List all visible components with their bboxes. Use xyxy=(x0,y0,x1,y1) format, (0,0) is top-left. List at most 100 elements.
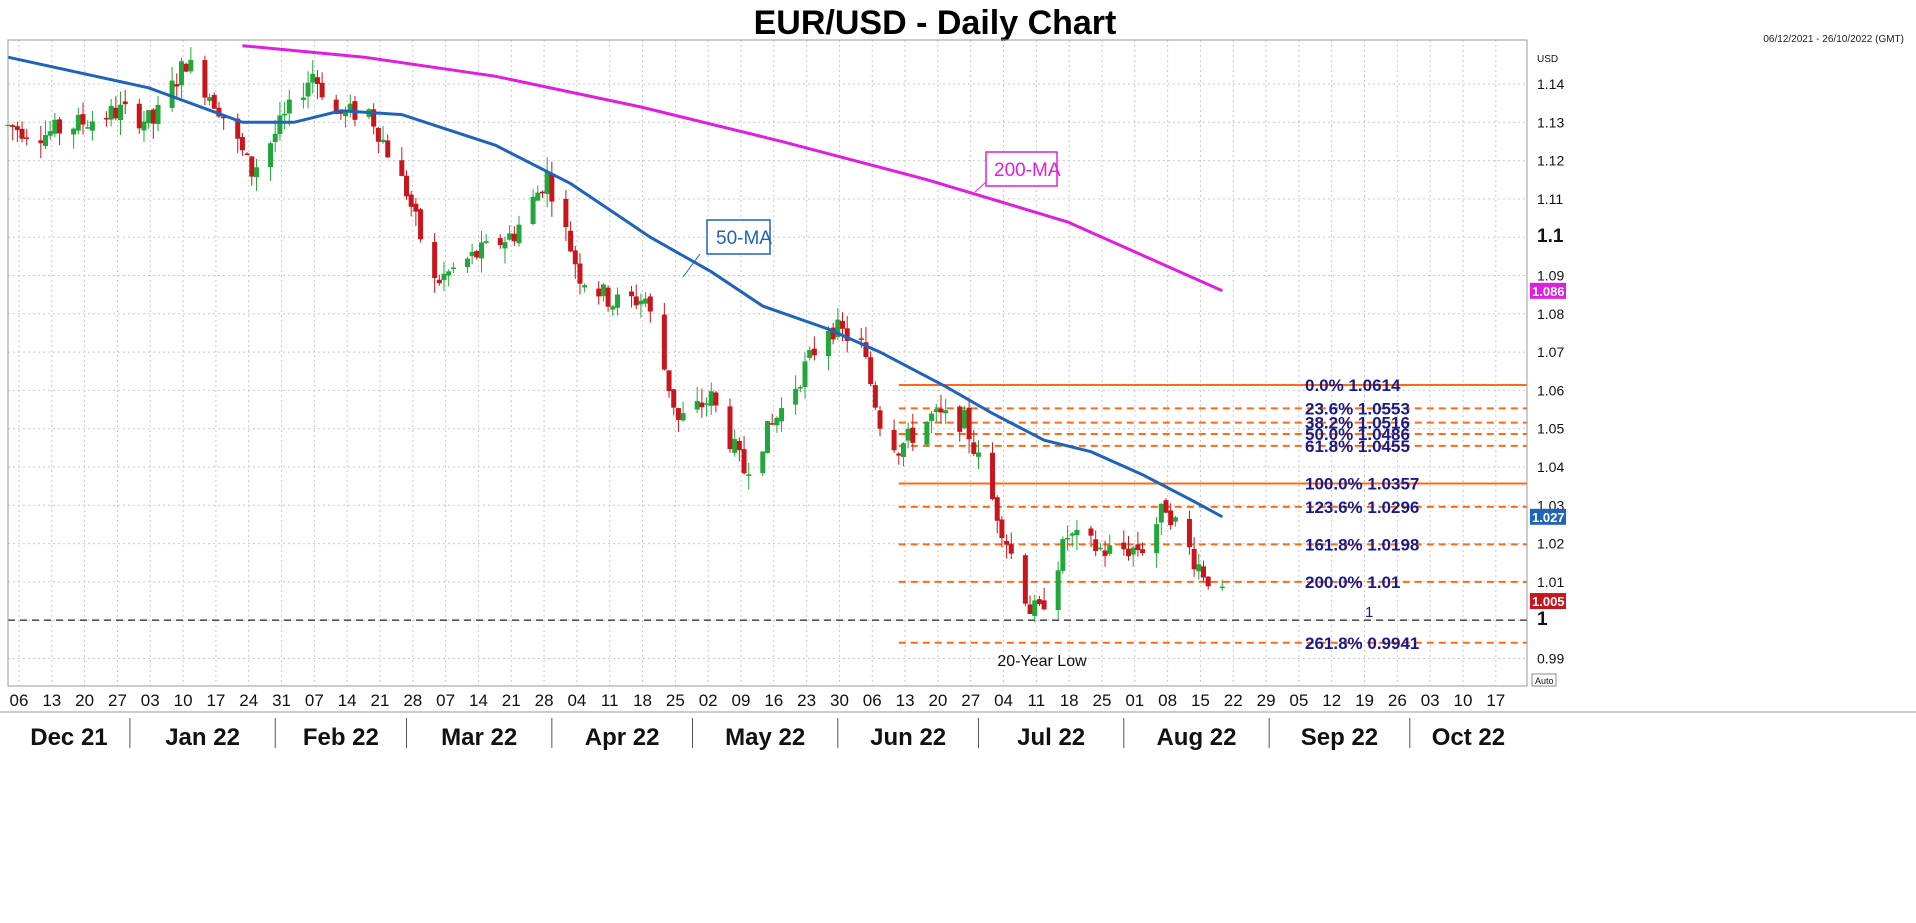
candle-up xyxy=(146,110,152,124)
candle-up xyxy=(286,99,292,114)
currency-label: USD xyxy=(1537,54,1558,65)
candle-up xyxy=(141,121,147,131)
x-tick-label: 25 xyxy=(666,691,685,710)
candle-down xyxy=(1168,510,1174,526)
candle-down xyxy=(1102,550,1108,556)
candle-down xyxy=(497,238,503,245)
candle-up xyxy=(975,452,981,457)
candle-down xyxy=(994,497,1000,521)
ma200-line xyxy=(242,44,1223,293)
candle-down xyxy=(1186,518,1192,548)
candle-down xyxy=(399,160,405,176)
candle-down xyxy=(713,392,719,406)
candle-up xyxy=(118,104,124,121)
candle-down xyxy=(474,251,480,258)
candle-up xyxy=(765,421,770,454)
candle-down xyxy=(858,338,864,340)
x-tick-label: 18 xyxy=(633,691,652,710)
candle-down xyxy=(10,125,16,127)
x-tick-label: 01 xyxy=(1125,691,1144,710)
ma50-line xyxy=(7,55,1224,519)
month-label: Apr 22 xyxy=(585,724,660,751)
y-tick-label: 1.01 xyxy=(1537,574,1564,590)
y-tick-label: 1.05 xyxy=(1537,421,1564,437)
candle-down xyxy=(539,191,545,194)
y-tick-label: 1 xyxy=(1537,609,1548,630)
candle-up xyxy=(1097,547,1103,550)
candle-down xyxy=(1004,540,1010,545)
candle-up xyxy=(1055,570,1061,610)
candle-up xyxy=(441,273,447,281)
candle-down xyxy=(239,137,245,151)
x-tick-label: 17 xyxy=(206,691,225,710)
fib-label: 100.0% 1.0357 xyxy=(1305,474,1419,493)
candle-up xyxy=(282,113,288,116)
candle-down xyxy=(549,174,555,202)
candle-down xyxy=(136,103,142,129)
candle-up xyxy=(614,294,620,308)
price-value-tag xyxy=(1530,593,1566,610)
plot-frame xyxy=(7,39,1528,687)
candle-down xyxy=(371,109,377,127)
candle-down xyxy=(314,77,320,84)
candle-down xyxy=(844,328,850,341)
x-tick-label: 22 xyxy=(1224,691,1243,710)
candle-down xyxy=(896,453,902,456)
x-tick-label: 05 xyxy=(1289,691,1308,710)
x-tick-label: 11 xyxy=(601,691,619,710)
candle-down xyxy=(38,140,44,144)
x-tick-label: 21 xyxy=(502,691,521,710)
ma50-label-box xyxy=(706,219,771,255)
candle-down xyxy=(910,427,916,443)
fib-label: 200.0% 1.01 xyxy=(1305,573,1400,592)
candle-down xyxy=(741,449,747,474)
candle-up xyxy=(450,267,456,270)
candle-up xyxy=(610,306,616,310)
candle-down xyxy=(938,408,944,413)
candle-up xyxy=(1065,537,1071,540)
axes-layer: 0.9911.011.021.031.041.051.061.071.081.0… xyxy=(0,39,1916,751)
candle-up xyxy=(446,271,452,276)
candle-down xyxy=(436,279,442,284)
candle-up xyxy=(502,242,508,249)
candle-down xyxy=(1191,548,1197,570)
candle-up xyxy=(516,224,522,244)
candle-up xyxy=(89,121,95,131)
ma200-value-tag-text: 1.086 xyxy=(1532,284,1565,299)
candle-up xyxy=(253,167,259,178)
x-tick-label: 31 xyxy=(272,691,291,710)
candle-up xyxy=(469,251,475,257)
candle-up xyxy=(900,443,906,457)
candle-down xyxy=(235,118,241,139)
y-tick-label: 1.14 xyxy=(1537,76,1564,92)
candle-up xyxy=(746,474,752,477)
candle-down xyxy=(57,119,63,134)
candle-down xyxy=(891,429,897,451)
candle-down xyxy=(568,230,574,252)
x-tick-label: 11 xyxy=(1028,691,1046,710)
candle-down xyxy=(877,410,883,429)
candle-up xyxy=(188,59,194,72)
fib-label: 23.6% 1.0553 xyxy=(1305,399,1410,418)
candle-down xyxy=(840,320,846,329)
candle-down xyxy=(1008,544,1014,554)
candle-down xyxy=(647,296,653,312)
candle-up xyxy=(802,361,808,387)
fib-label: 0.0% 1.0614 xyxy=(1305,376,1401,395)
candle-down xyxy=(19,128,25,139)
candle-up xyxy=(530,196,536,224)
x-tick-label: 24 xyxy=(239,691,258,710)
month-label: Sep 22 xyxy=(1301,724,1378,751)
candle-up xyxy=(732,439,738,453)
y-tick-label: 1.02 xyxy=(1537,536,1564,552)
x-tick-label: 03 xyxy=(141,691,160,710)
x-tick-label: 30 xyxy=(830,691,849,710)
candle-down xyxy=(385,140,391,158)
x-tick-label: 13 xyxy=(896,691,915,710)
x-tick-label: 14 xyxy=(338,691,357,710)
candle-down xyxy=(872,385,878,408)
candle-down xyxy=(1022,555,1028,604)
candle-down xyxy=(80,114,86,125)
candle-up xyxy=(774,417,780,426)
x-tick-label: 10 xyxy=(174,691,193,710)
